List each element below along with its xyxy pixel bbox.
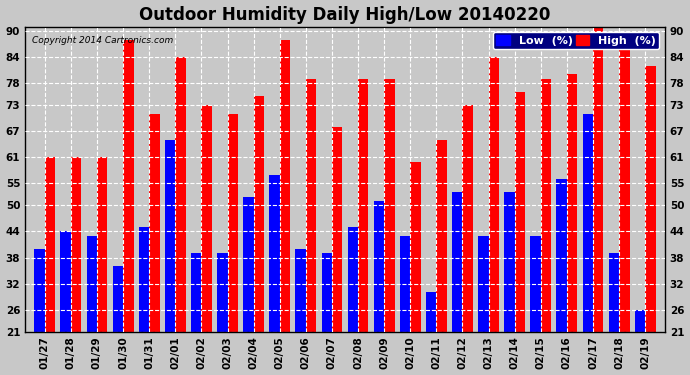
Bar	[358, 79, 368, 375]
Bar	[112, 266, 123, 375]
Bar	[374, 201, 384, 375]
Bar	[45, 157, 55, 375]
Bar	[254, 96, 264, 375]
Bar	[635, 310, 645, 375]
Bar	[165, 140, 175, 375]
Bar	[426, 292, 436, 375]
Bar	[149, 114, 159, 375]
Bar	[123, 40, 134, 375]
Bar	[593, 27, 604, 375]
Bar	[504, 192, 515, 375]
Bar	[139, 227, 149, 375]
Bar	[567, 75, 578, 375]
Bar	[71, 157, 81, 375]
Bar	[478, 236, 489, 375]
Bar	[384, 79, 395, 375]
Bar	[97, 157, 108, 375]
Bar	[462, 105, 473, 375]
Bar	[175, 57, 186, 375]
Bar	[34, 249, 45, 375]
Bar	[243, 196, 254, 375]
Bar	[61, 231, 71, 375]
Bar	[515, 92, 525, 375]
Bar	[556, 179, 567, 375]
Bar	[86, 236, 97, 375]
Bar	[279, 40, 290, 375]
Bar	[411, 162, 421, 375]
Bar	[201, 105, 212, 375]
Bar	[436, 140, 447, 375]
Legend: Low  (%), High  (%): Low (%), High (%)	[493, 32, 659, 49]
Bar	[609, 253, 619, 375]
Bar	[452, 192, 462, 375]
Bar	[489, 57, 499, 375]
Bar	[269, 175, 279, 375]
Bar	[332, 127, 342, 375]
Bar	[645, 66, 656, 375]
Text: Copyright 2014 Cartronics.com: Copyright 2014 Cartronics.com	[32, 36, 173, 45]
Bar	[582, 114, 593, 375]
Bar	[541, 79, 551, 375]
Bar	[228, 114, 238, 375]
Bar	[531, 236, 541, 375]
Bar	[322, 253, 332, 375]
Bar	[348, 227, 358, 375]
Bar	[295, 249, 306, 375]
Bar	[400, 236, 411, 375]
Bar	[191, 253, 201, 375]
Bar	[306, 79, 316, 375]
Bar	[217, 253, 228, 375]
Bar	[619, 44, 629, 375]
Title: Outdoor Humidity Daily High/Low 20140220: Outdoor Humidity Daily High/Low 20140220	[139, 6, 551, 24]
